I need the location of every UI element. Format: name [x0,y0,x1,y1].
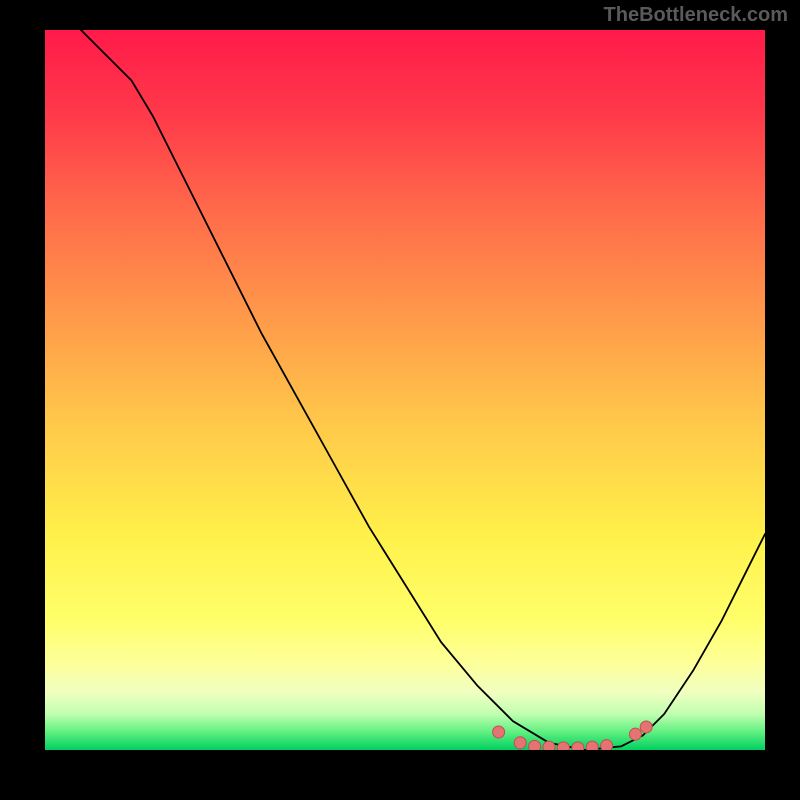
marker-point [543,741,555,750]
chart-container: TheBottleneck.com [0,0,800,800]
plot-area [45,30,765,750]
marker-point [640,721,652,733]
marker-point [529,740,541,750]
marker-point [601,740,613,750]
marker-point [586,741,598,750]
bottleneck-curve [81,30,765,750]
marker-point [493,726,505,738]
marker-point [514,737,526,749]
marker-point [629,728,641,740]
marker-point [557,742,569,750]
watermark-text: TheBottleneck.com [604,4,788,27]
curve-layer [45,30,765,750]
marker-point [572,742,584,750]
markers-group [493,721,653,750]
